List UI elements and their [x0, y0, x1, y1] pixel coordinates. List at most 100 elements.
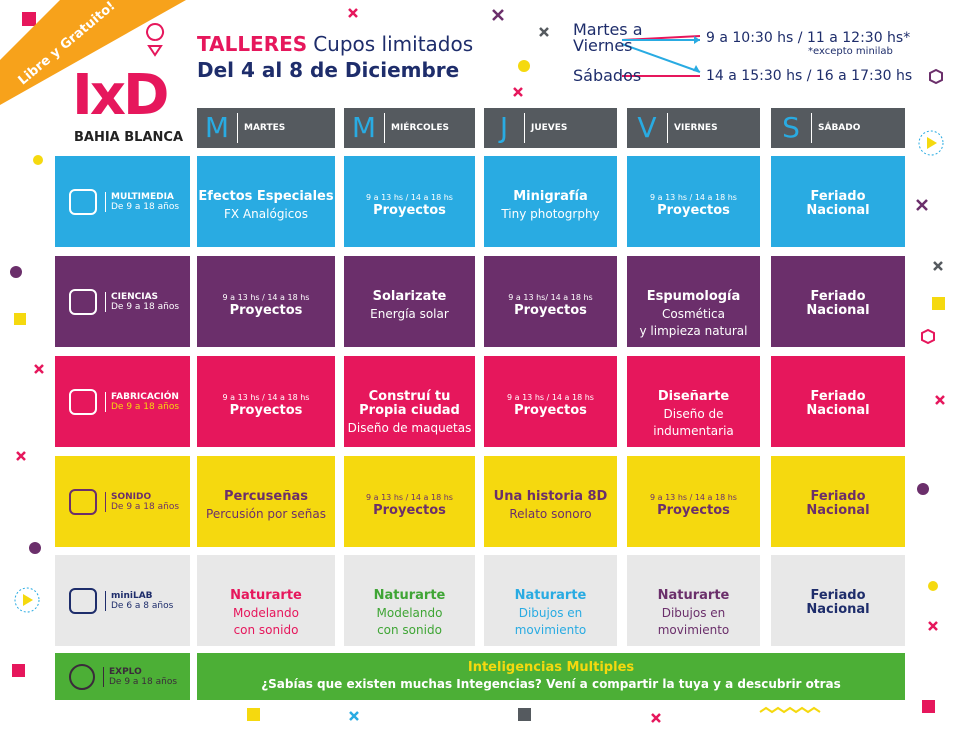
row-icon [69, 587, 97, 614]
cell-text: Relato sonoro [509, 507, 592, 521]
cell-title: Feriado [810, 389, 866, 404]
cell-title: Nacional [806, 602, 870, 617]
day-name: MARTES [244, 123, 286, 133]
row-ages: De 9 a 18 años [111, 501, 180, 512]
cell-title: Proyectos [514, 403, 587, 418]
row-ages: De 9 a 18 años [111, 201, 180, 212]
row-name: CIENCIAS [111, 291, 159, 302]
cell-title: Proyectos [514, 303, 587, 318]
row-name: FABRICACIÓN [111, 391, 179, 402]
cell-time: 9 a 13 hs / 14 a 18 hs [366, 193, 453, 202]
weekdays-label: Martes a [573, 20, 643, 39]
day-name: SÁBADO [818, 123, 861, 133]
row-label: FABRICACIÓN De 9 a 18 años [55, 356, 190, 447]
saturday-label: Sábados [573, 66, 642, 85]
day-header: M MIÉRCOLES [344, 108, 475, 148]
day-letter: M [344, 113, 385, 143]
row-name: miniLAB [111, 590, 153, 601]
explo-text: ¿Sabías que existen muchas Integencias? … [261, 677, 841, 691]
logo-mark: IxD [72, 63, 169, 128]
row-icon [69, 663, 95, 690]
row-ages: De 9 a 18 años [111, 301, 180, 312]
schedule-cell: Feriado Nacional [771, 156, 905, 247]
row-icon [69, 488, 97, 515]
cell-text: Modelando [376, 606, 443, 620]
cell-text: FX Analógicos [224, 207, 308, 221]
title-bold: TALLERES [197, 32, 308, 56]
schedule-cell: Efectos Especiales FX Analógicos [197, 156, 335, 247]
cell-title: Feriado [810, 189, 866, 204]
schedule-cell: Naturarte Modelando con sonido [197, 555, 335, 646]
schedule-cell: Construí tu Propia ciudad Diseño de maquet… [344, 356, 475, 447]
cell-text: Dibujos en [518, 606, 583, 620]
explo-banner: Inteligencias Multiples ¿Sabías que exist… [197, 653, 905, 700]
schedule-cell: 9 a 13 hs / 14 a 18 hs Proyectos [344, 456, 475, 547]
schedule-cell: 9 a 13 hs / 14 a 18 hs Proyectos [344, 156, 475, 247]
hours-note: *excepto minilab [808, 46, 893, 57]
cell-title: Naturarte [657, 588, 730, 603]
cell-text: indumentaria [653, 424, 734, 438]
header-title: TALLERES Cupos limitados [197, 32, 473, 56]
day-letter: V [627, 113, 668, 143]
schedule-cell: Feriado Nacional [771, 356, 905, 447]
schedule-cell: Naturarte Dibujos en movimiento [484, 555, 617, 646]
day-header: J JUEVES [484, 108, 617, 148]
cell-title: Naturarte [373, 588, 446, 603]
schedule-cell: Feriado Nacional [771, 555, 905, 646]
row-label: miniLAB De 6 a 8 años [55, 555, 190, 646]
row-text: FABRICACIÓN De 9 a 18 años [105, 391, 180, 412]
cell-title: Feriado [810, 489, 866, 504]
schedule-cell: Solarizate Energía solar [344, 256, 475, 347]
explo-title: Inteligencias Multiples [467, 660, 635, 675]
schedule-cell: Naturarte Modelando con sonido [344, 555, 475, 646]
cell-text: movimiento [514, 623, 587, 637]
day-name: VIERNES [674, 123, 718, 133]
row-name: MULTIMEDIA [111, 191, 174, 202]
day-header: M MARTES [197, 108, 335, 148]
schedule-cell: 9 a 13 hs / 14 a 18 hs Proyectos [197, 356, 335, 447]
schedule-cell: 9 a 13 hs / 14 a 18 hs Proyectos [627, 456, 760, 547]
day-letter: S [771, 113, 812, 143]
row-text: MULTIMEDIA De 9 a 18 años [105, 191, 180, 212]
cell-time: 9 a 13 hs / 14 a 18 hs [366, 493, 453, 502]
cell-time: 9 a 13 hs / 14 a 18 hs [222, 293, 310, 302]
cell-text: Diseño de maquetas [347, 421, 472, 435]
cell-text: Percusión por señas [206, 507, 326, 521]
title-rest: Cupos limitados [313, 32, 474, 56]
schedule-cell: Una historia 8D Relato sonoro [484, 456, 617, 547]
cell-time: 9 a 13 hs/ 14 a 18 hs [508, 293, 593, 302]
row-label: MULTIMEDIA De 9 a 18 años [55, 156, 190, 247]
cell-title: Solarizate [372, 289, 447, 304]
cell-title: Minigrafía [513, 189, 588, 204]
cell-text: y limpieza natural [639, 324, 748, 338]
schedule-cell: Feriado Nacional [771, 256, 905, 347]
cell-title: Nacional [806, 203, 870, 218]
row-text: CIENCIAS De 9 a 18 años [105, 291, 180, 312]
cell-title: Feriado [810, 289, 866, 304]
cell-text: Diseño de [663, 407, 724, 421]
row-label: EXPLO De 9 a 18 años [55, 653, 190, 700]
cell-title: Nacional [806, 403, 870, 418]
day-letter: J [484, 113, 525, 143]
schedule-cell: Diseñarte Diseño de indumentaria [627, 356, 760, 447]
cell-text: movimiento [657, 623, 730, 637]
weekdays-label: Viernes [573, 36, 633, 55]
day-letter: M [197, 113, 238, 143]
row-ages: De 9 a 18 años [111, 401, 180, 412]
cell-text: Tiny photogrphy [501, 207, 600, 221]
cell-text: con sonido [377, 623, 442, 637]
header-dates: Del 4 al 8 de Diciembre [197, 58, 460, 82]
cell-text: Cosmética [661, 307, 726, 321]
row-icon [69, 388, 97, 415]
cell-time: 9 a 13 hs / 14 a 18 hs [650, 193, 737, 202]
day-name: MIÉRCOLES [391, 123, 450, 133]
row-text: EXPLO De 9 a 18 años [103, 666, 177, 687]
schedule-cell: 9 a 13 hs / 14 a 18 hs Proyectos [484, 356, 617, 447]
row-icon [69, 188, 97, 215]
cell-time: 9 a 13 hs / 14 a 18 hs [222, 393, 310, 402]
schedule-cell: 9 a 13 hs/ 14 a 18 hs Proyectos [484, 256, 617, 347]
day-header: S SÁBADO [771, 108, 905, 148]
row-name: SONIDO [111, 491, 152, 502]
